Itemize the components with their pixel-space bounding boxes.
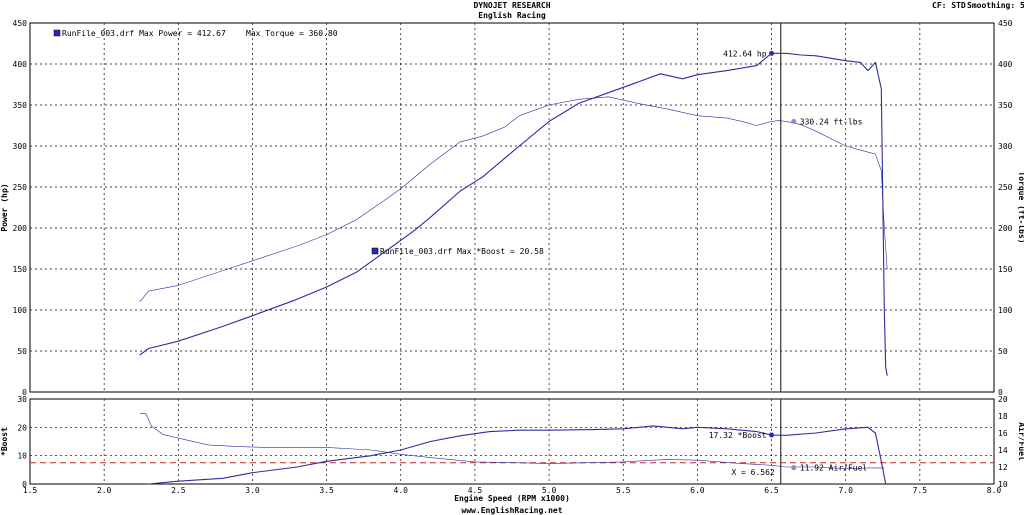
power-series-line	[139, 52, 888, 376]
power-cursor-marker	[769, 50, 775, 56]
power-torque-plot: 0 50 100 150 200 250 300 350 400 450 0 50 100 150 200 2…	[0, 19, 1024, 397]
x-tick-label: 6.0	[690, 486, 705, 495]
x-tick-label: 4.0	[394, 486, 409, 495]
legend-torque-text: Max Torque = 360.80	[246, 29, 338, 38]
x-tick-label: 5.5	[616, 486, 631, 495]
torque-cursor-label: 330.24 ft-lbs	[800, 117, 863, 126]
legend-power-text: RunFile_003.drf Max Power = 412.67	[62, 29, 226, 38]
x-tick-label: 3.5	[319, 486, 334, 495]
x-tick-label: 1.5	[23, 486, 38, 495]
torque-series-line	[139, 96, 888, 302]
y2-axis-title: Air/Fuel	[1017, 422, 1024, 461]
y-tick-label: 250	[13, 183, 28, 192]
boost-cursor-label: 17.32 *Boost	[709, 431, 767, 440]
y2-tick-label: 350	[998, 101, 1013, 110]
x-tick-label: 2.0	[97, 486, 112, 495]
y-tick-label: 50	[17, 347, 27, 356]
y2-tick-label: 300	[998, 142, 1013, 151]
power-cursor-label: 412.64 hp	[723, 49, 767, 58]
x-tick-label: 6.5	[764, 486, 779, 495]
legend-boost-text: RunFile_003.drf Max *Boost = 20.58	[380, 247, 544, 256]
y2-tick-label: 50	[998, 347, 1008, 356]
afr-cursor-marker	[791, 465, 797, 471]
x-tick-label: 7.5	[913, 486, 928, 495]
afr-cursor-label: 11.92 Air/Fuel	[800, 464, 868, 473]
y2-tick-label: 10	[998, 480, 1008, 489]
x-tick-label: 4.5	[468, 486, 483, 495]
cf-label: CF: STD	[932, 1, 966, 10]
afr-series-line	[139, 413, 885, 470]
x-tick-label: 8.0	[987, 486, 1002, 495]
y2-axis-title: Torque (ft-lbs)	[1017, 171, 1024, 243]
y2-tick-label: 400	[998, 60, 1013, 69]
x-tick-label: 2.5	[171, 486, 186, 495]
y2-tick-label: 18	[998, 412, 1008, 421]
y2-tick-label: 100	[998, 306, 1013, 315]
y-tick-label: 150	[13, 265, 28, 274]
y2-tick-label: 150	[998, 265, 1013, 274]
legend-swatch-boost	[371, 247, 379, 255]
chart-subtitle: English Racing	[478, 10, 546, 20]
legend-swatch-power	[53, 29, 61, 37]
torque-cursor-marker	[791, 118, 797, 124]
y2-tick-label: 20	[998, 395, 1008, 404]
boost-cursor-marker	[769, 432, 775, 438]
y2-tick-label: 450	[998, 19, 1013, 28]
y2-tick-label: 12	[998, 463, 1008, 472]
y-axis-title: *Boost	[0, 427, 9, 456]
boost-afr-plot: 1.5 2.0 2.5 3.0 3.5 4.0 4.5 5.0 5.5 6.0 6.5 7.0 7.5 8…	[0, 395, 1024, 495]
y2-tick-label: 200	[998, 224, 1013, 233]
cursor-x-readout: X = 6.562	[731, 468, 775, 477]
y-tick-label: 200	[13, 224, 28, 233]
y-tick-label: 400	[13, 60, 28, 69]
boost-series-line	[148, 425, 887, 485]
smoothing-label: Smoothing: 5	[967, 0, 1024, 10]
y2-tick-label: 250	[998, 183, 1013, 192]
y-tick-label: 350	[13, 101, 28, 110]
x-tick-label: 7.0	[838, 486, 853, 495]
y-tick-label: 20	[17, 423, 27, 432]
y2-tick-label: 16	[998, 429, 1008, 438]
y-tick-label: 0	[22, 480, 27, 489]
y-tick-label: 30	[17, 395, 27, 404]
y-axis-title: Power (hp)	[0, 183, 9, 231]
y-tick-label: 450	[13, 19, 28, 28]
plot-frame	[29, 398, 995, 485]
plot-frame	[29, 22, 995, 393]
y2-tick-label: 0	[998, 388, 1003, 397]
footer-url: www.EnglishRacing.net	[461, 505, 562, 515]
x-tick-label: 5.0	[542, 486, 557, 495]
y-tick-label: 100	[13, 306, 28, 315]
y-tick-label: 10	[17, 452, 27, 461]
y-tick-label: 300	[13, 142, 28, 151]
chart-title: DYNOJET RESEARCH	[473, 1, 550, 10]
y-tick-label: 0	[22, 388, 27, 397]
y2-tick-label: 14	[998, 446, 1008, 455]
x-tick-label: 3.0	[245, 486, 260, 495]
x-axis-title: Engine Speed (RPM x1000)	[454, 493, 570, 503]
